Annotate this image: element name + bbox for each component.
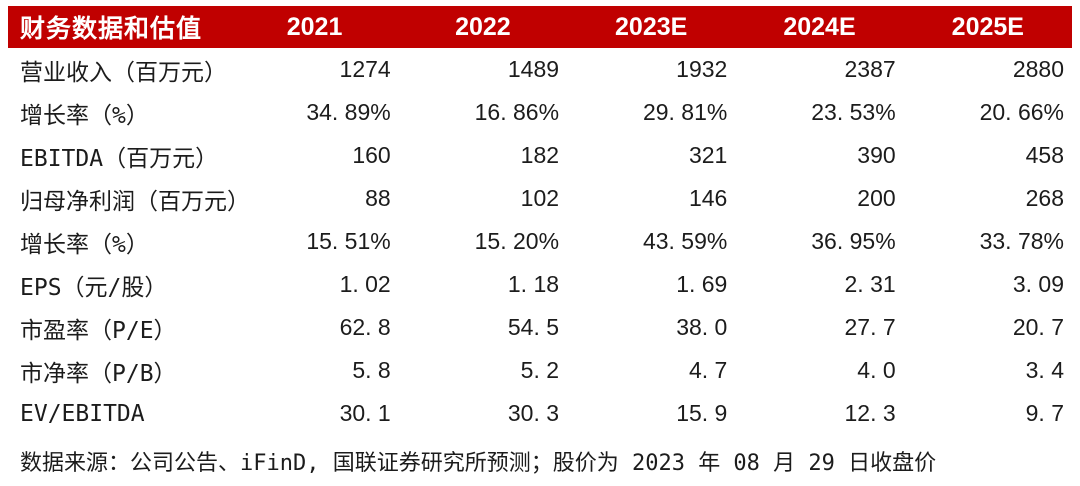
cell-value: 4. 7 [688,357,728,383]
row-label: EPS（元/股） [20,274,168,301]
row-label: EV/EBITDA [20,400,145,427]
column-header-2022: 2022 [455,12,511,41]
cell-value: 146 [688,185,728,211]
cell-value: 27. 7 [844,314,896,340]
cell-value: 1489 [507,56,560,82]
cell-value: 36. 95% [811,228,896,254]
cell-value: 43. 59% [642,228,728,254]
table-row-eps: EPS（元/股） 1. 02 1. 18 1. 69 2. 31 3. 09 [8,263,1072,306]
cell-value: 200 [857,185,896,211]
cell-value: 20. 7 [1012,314,1064,340]
cell-value: 29. 81% [642,99,728,125]
cell-value: 23. 53% [811,99,896,125]
cell-value: 88 [365,185,391,211]
cell-value: 33. 78% [979,228,1064,254]
table-row-profit-growth: 增长率（%） 15. 51% 15. 20% 43. 59% 36. 95% 3… [8,220,1072,263]
cell-value: 34. 89% [306,99,391,125]
cell-value: 2. 31 [844,271,896,297]
cell-value: 160 [352,142,391,168]
cell-value: 15. 9 [676,400,728,426]
cell-value: 390 [857,142,896,168]
cell-value: 1. 18 [507,271,560,297]
row-label: 增长率（%） [20,102,149,129]
row-label: 市盈率（P/E） [20,317,177,344]
table-header-row: 财务数据和估值 2021 2022 2023E 2024E 2025E [8,6,1072,48]
column-header-2024e: 2024E [783,12,856,41]
cell-value: 20. 66% [979,99,1064,125]
table-title: 财务数据和估值 [20,14,203,43]
cell-value: 102 [520,185,560,211]
row-label: EBITDA（百万元） [20,145,219,172]
table-row-ebitda: EBITDA（百万元） 160 182 321 390 458 [8,134,1072,177]
cell-value: 2880 [1012,56,1064,82]
cell-value: 30. 1 [339,400,391,426]
cell-value: 5. 2 [520,357,560,383]
cell-value: 3. 09 [1012,271,1064,297]
cell-value: 5. 8 [352,357,391,383]
column-header-2025e: 2025E [951,12,1024,41]
cell-value: 268 [1025,185,1064,211]
cell-value: 1. 02 [339,271,391,297]
row-label: 归母净利润（百万元） [20,188,250,215]
table-row-revenue: 营业收入（百万元） 1274 1489 1932 2387 2880 [8,48,1072,91]
cell-value: 1932 [676,56,728,82]
table-row-pb: 市净率（P/B） 5. 8 5. 2 4. 7 4. 0 3. 4 [8,349,1072,392]
column-header-2021: 2021 [286,12,343,41]
cell-value: 62. 8 [339,314,391,340]
cell-value: 9. 7 [1025,400,1064,426]
cell-value: 4. 0 [857,357,896,383]
cell-value: 1274 [339,56,391,82]
row-label: 市净率（P/B） [20,360,177,387]
table-row-pe: 市盈率（P/E） 62. 8 54. 5 38. 0 27. 7 20. 7 [8,306,1072,349]
cell-value: 38. 0 [676,314,728,340]
cell-value: 16. 86% [474,99,560,125]
cell-value: 54. 5 [507,314,560,340]
data-source-note: 数据来源：公司公告、iFinD, 国联证券研究所预测；股价为 2023 年 08… [20,451,937,476]
cell-value: 458 [1025,142,1064,168]
cell-value: 15. 51% [306,228,391,254]
cell-value: 30. 3 [507,400,560,426]
row-label: 增长率（%） [20,231,149,258]
cell-value: 2387 [844,56,896,82]
cell-value: 321 [688,142,728,168]
row-label: 营业收入（百万元） [20,59,227,86]
financial-estimates-table: 财务数据和估值 2021 2022 2023E 2024E 2025E 营业收入… [8,6,1072,435]
table-row-net-profit: 归母净利润（百万元） 88 102 146 200 268 [8,177,1072,220]
cell-value: 182 [520,142,560,168]
cell-value: 15. 20% [474,228,560,254]
column-header-2023e: 2023E [615,12,688,41]
cell-value: 3. 4 [1025,357,1064,383]
table-row-ev-ebitda: EV/EBITDA 30. 1 30. 3 15. 9 12. 3 9. 7 [8,392,1072,435]
cell-value: 12. 3 [844,400,896,426]
cell-value: 1. 69 [676,271,728,297]
table-row-revenue-growth: 增长率（%） 34. 89% 16. 86% 29. 81% 23. 53% 2… [8,91,1072,134]
